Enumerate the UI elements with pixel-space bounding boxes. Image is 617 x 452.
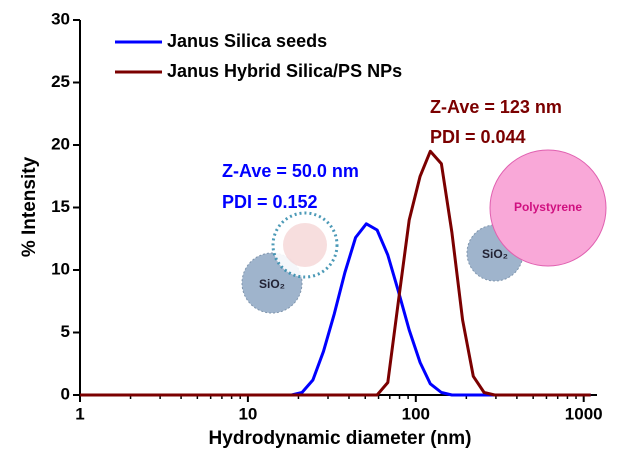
y-tick-label: 15 — [51, 197, 70, 216]
x-tick-label: 10 — [238, 404, 257, 423]
illustrations: SiO₂ SiO₂ Polystyrene — [241, 149, 607, 314]
illustration-label: Polystyrene — [514, 200, 582, 214]
legend-label: Janus Hybrid Silica/PS NPs — [167, 61, 402, 81]
annotation: PDI = 0.152 — [222, 192, 318, 212]
x-tick-label: 1 — [75, 404, 84, 423]
y-tick-label: 30 — [51, 9, 70, 28]
legend-label: Janus Silica seeds — [167, 31, 327, 51]
y-tick-label: 0 — [61, 384, 70, 403]
y-tick-label: 25 — [51, 72, 70, 91]
illustration-label: SiO₂ — [259, 277, 285, 291]
lipid-core — [283, 223, 327, 267]
y-axis-label: % Intensity — [19, 156, 40, 257]
annotation: Z-Ave = 123 nm — [430, 97, 562, 117]
y-tick-label: 10 — [51, 259, 70, 278]
series-line — [80, 149, 591, 397]
x-tick-label: 100 — [402, 404, 430, 423]
y-tick-label: 20 — [51, 134, 70, 153]
y-tick-label: 5 — [61, 322, 70, 341]
x-tick-label: 1000 — [565, 404, 603, 423]
annotation: PDI = 0.044 — [430, 127, 526, 147]
illustration-label: SiO₂ — [482, 247, 508, 261]
annotation: Z-Ave = 50.0 nm — [222, 161, 359, 181]
polystyrene-sphere — [489, 149, 607, 267]
series-line — [80, 222, 591, 397]
x-axis-label: Hydrodynamic diameter (nm) — [209, 428, 472, 449]
